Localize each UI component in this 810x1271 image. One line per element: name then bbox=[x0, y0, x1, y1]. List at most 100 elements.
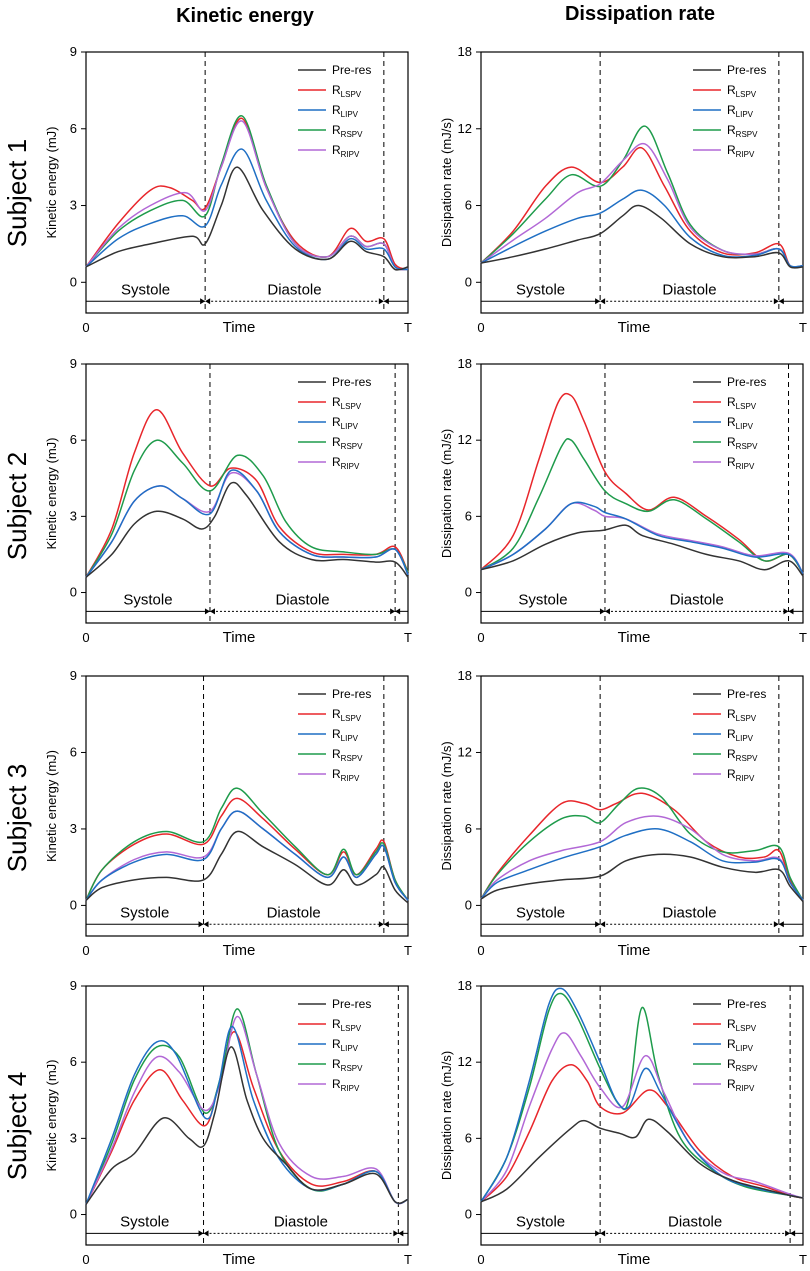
plot-frame bbox=[85, 675, 409, 937]
x-axis-label: Time bbox=[223, 629, 256, 646]
y-tick-label: 0 bbox=[70, 1207, 77, 1222]
series-line-pre bbox=[85, 1046, 409, 1205]
y-tick-label: 6 bbox=[465, 821, 472, 836]
legend-label-lipv: RLIPV bbox=[727, 415, 754, 431]
plot-frame bbox=[85, 985, 409, 1246]
series-line-lspv bbox=[480, 392, 804, 574]
systole-label: Systole bbox=[123, 591, 172, 608]
y-tick-label: 9 bbox=[70, 356, 77, 371]
series-line-rspv bbox=[85, 787, 409, 901]
series-line-lspv bbox=[480, 792, 804, 901]
panel-subject-1-kinetic-energy: 0 3 6 9 Kinetic energy (mJ) 0 T Time Systole Dias… bbox=[44, 44, 412, 336]
series-line-lipv bbox=[85, 148, 409, 271]
legend-label-ripv: RRIPV bbox=[332, 767, 360, 783]
x-axis-label: Time bbox=[618, 1251, 651, 1268]
x-tick-label-0: 0 bbox=[477, 320, 484, 335]
arrowhead bbox=[595, 298, 601, 305]
systole-label: Systole bbox=[121, 281, 170, 298]
y-tick-label: 6 bbox=[70, 1054, 77, 1069]
series-line-pre bbox=[480, 524, 804, 577]
legend-label-pre: Pre-res bbox=[332, 687, 371, 701]
series-line-lspv bbox=[480, 146, 804, 269]
legend-label-lipv: RLIPV bbox=[332, 415, 359, 431]
x-tick-label-t: T bbox=[404, 1252, 412, 1267]
legend-label-lipv: RLIPV bbox=[332, 1037, 359, 1053]
series-line-ripv bbox=[85, 1015, 409, 1205]
panel-subject-4-kinetic-energy: 0 3 6 9 Kinetic energy (mJ) 0 T Time Systole Dias… bbox=[44, 978, 412, 1268]
y-axis-label: Kinetic energy (mJ) bbox=[44, 438, 59, 550]
arrowhead bbox=[203, 1230, 209, 1237]
y-axis-label: Dissipation rate (mJ/s) bbox=[439, 118, 454, 247]
series-line-pre bbox=[85, 481, 409, 578]
x-tick-label-t: T bbox=[404, 630, 412, 645]
arrowhead bbox=[378, 298, 384, 305]
panel-subject-4-dissipation-rate: 0 6 12 18 Dissipation rate (mJ/s) 0 T Time Systo… bbox=[439, 978, 807, 1268]
legend-label-ripv: RRIPV bbox=[332, 455, 360, 471]
series-line-pre bbox=[85, 166, 409, 271]
legend-label-ripv: RRIPV bbox=[332, 143, 360, 159]
legend-label-pre: Pre-res bbox=[727, 997, 766, 1011]
row-title-subject-1: Subject 1 bbox=[2, 139, 32, 247]
legend-label-lspv: RLSPV bbox=[727, 707, 757, 723]
plot-frame bbox=[480, 51, 804, 314]
series-line-lipv bbox=[480, 501, 804, 574]
systole-label: Systole bbox=[516, 1213, 565, 1230]
arrowhead bbox=[778, 921, 784, 928]
series-line-rspv bbox=[85, 439, 409, 578]
arrowhead bbox=[778, 298, 784, 305]
arrowhead bbox=[600, 1230, 606, 1237]
plot-frame bbox=[480, 675, 804, 937]
panel-subject-1-dissipation-rate: 0 6 12 18 Dissipation rate (mJ/s) 0 T Time Systo… bbox=[439, 44, 807, 336]
x-tick-label-0: 0 bbox=[82, 320, 89, 335]
legend-label-rspv: RRSPV bbox=[332, 747, 363, 763]
arrowhead bbox=[773, 921, 779, 928]
series-line-lspv bbox=[85, 797, 409, 901]
diastole-label: Diastole bbox=[274, 1213, 328, 1230]
series-line-pre bbox=[480, 204, 804, 269]
series-line-pre bbox=[480, 853, 804, 903]
x-tick-label-t: T bbox=[799, 320, 807, 335]
arrowhead bbox=[390, 608, 396, 615]
y-axis-label: Kinetic energy (mJ) bbox=[44, 750, 59, 862]
column-title-kinetic-energy: Kinetic energy bbox=[176, 5, 315, 27]
legend-label-lipv: RLIPV bbox=[727, 1037, 754, 1053]
plot-frame bbox=[480, 363, 804, 624]
series-line-pre bbox=[480, 1118, 804, 1203]
legend-label-rspv: RRSPV bbox=[332, 435, 363, 451]
x-tick-label-t: T bbox=[799, 630, 807, 645]
x-tick-label-t: T bbox=[799, 943, 807, 958]
x-axis-label: Time bbox=[223, 1251, 256, 1268]
arrowhead bbox=[200, 298, 206, 305]
arrowhead bbox=[600, 921, 606, 928]
legend-label-ripv: RRIPV bbox=[332, 1077, 360, 1093]
legend-label-rspv: RRSPV bbox=[727, 1057, 758, 1073]
row-title-subject-3: Subject 3 bbox=[2, 764, 32, 872]
y-tick-label: 0 bbox=[70, 897, 77, 912]
legend-label-lspv: RLSPV bbox=[332, 83, 362, 99]
panel-subject-3-kinetic-energy: 0 3 6 9 Kinetic energy (mJ) 0 T Time Systole Dias… bbox=[44, 668, 412, 959]
diastole-label: Diastole bbox=[267, 281, 321, 298]
legend-label-ripv: RRIPV bbox=[727, 143, 755, 159]
plot-frame bbox=[480, 985, 804, 1246]
arrowhead bbox=[204, 608, 210, 615]
y-tick-label: 0 bbox=[465, 585, 472, 600]
series-line-ripv bbox=[85, 120, 409, 271]
x-axis-label: Time bbox=[618, 629, 651, 646]
x-tick-label-t: T bbox=[404, 943, 412, 958]
diastole-label: Diastole bbox=[662, 281, 716, 298]
y-tick-label: 9 bbox=[70, 978, 77, 993]
y-tick-label: 12 bbox=[458, 1054, 472, 1069]
legend-label-pre: Pre-res bbox=[727, 687, 766, 701]
x-tick-label-0: 0 bbox=[477, 630, 484, 645]
x-axis-label: Time bbox=[223, 942, 256, 959]
y-axis-label: Dissipation rate (mJ/s) bbox=[439, 741, 454, 870]
legend-label-rspv: RRSPV bbox=[727, 435, 758, 451]
arrowhead bbox=[203, 921, 209, 928]
legend-label-lspv: RLSPV bbox=[332, 1017, 362, 1033]
y-axis-label: Kinetic energy (mJ) bbox=[44, 1060, 59, 1172]
y-tick-label: 0 bbox=[465, 897, 472, 912]
systole-label: Systole bbox=[516, 904, 565, 921]
x-tick-label-0: 0 bbox=[82, 1252, 89, 1267]
y-tick-label: 12 bbox=[458, 432, 472, 447]
